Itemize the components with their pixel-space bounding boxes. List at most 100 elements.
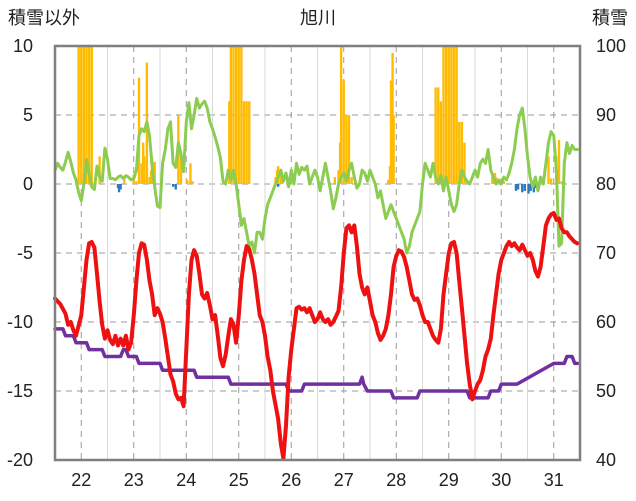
precipitation-bar xyxy=(90,46,93,184)
precipitation-bar xyxy=(450,46,453,184)
sunshine-bar xyxy=(276,184,280,187)
precipitation-bar xyxy=(240,46,243,184)
precipitation-bar xyxy=(140,163,143,184)
precipitation-bar xyxy=(557,139,561,184)
precipitation-bar xyxy=(502,181,506,184)
precipitation-bar xyxy=(137,77,141,184)
precipitation-bar xyxy=(135,181,138,184)
right-tick-label: 50 xyxy=(596,381,616,401)
precipitation-bar xyxy=(85,46,88,184)
x-tick-label: 30 xyxy=(491,470,511,490)
sunshine-bar xyxy=(532,184,535,193)
left-tick-label: -10 xyxy=(7,312,33,332)
snow_depth-line xyxy=(53,327,580,400)
precipitation-bar xyxy=(455,46,458,184)
precipitation-bar xyxy=(444,46,448,184)
precipitation-bar xyxy=(191,181,194,184)
precipitation-bar xyxy=(434,87,437,184)
sunshine-bar xyxy=(529,184,532,191)
sunshine-bar xyxy=(523,184,527,191)
precipitation-bar xyxy=(389,80,393,184)
left-tick-label: -5 xyxy=(17,243,33,263)
precipitation-bar xyxy=(77,46,80,184)
line-layer xyxy=(53,96,580,461)
sunshine-bar xyxy=(516,184,520,190)
left-tick-label: 10 xyxy=(13,36,33,56)
wind-line xyxy=(53,96,579,255)
precipitation-bar xyxy=(337,170,340,184)
precipitation-bar xyxy=(549,178,553,184)
temperature-line xyxy=(53,211,580,461)
x-tick-label: 27 xyxy=(334,470,354,490)
x-tick-label: 31 xyxy=(544,470,564,490)
right-tick-label: 60 xyxy=(596,312,616,332)
right-tick-label: 70 xyxy=(596,243,616,263)
plot-frame xyxy=(53,44,582,462)
precipitation-bar xyxy=(492,179,495,184)
right-tick-label: 90 xyxy=(596,105,616,125)
left-axis-label: 積雪以外 xyxy=(8,8,80,29)
x-tick-label: 22 xyxy=(71,470,91,490)
precipitation-bar xyxy=(342,80,345,184)
precipitation-bar xyxy=(350,177,353,184)
precipitation-bar xyxy=(143,156,146,184)
precipitation-bar xyxy=(229,46,233,184)
precipitation-bar xyxy=(148,177,151,184)
precipitation-bar xyxy=(153,161,156,184)
x-tick-label: 24 xyxy=(176,470,196,490)
x-tick-label: 26 xyxy=(281,470,301,490)
precipitation-bar xyxy=(279,170,282,184)
precipitation-bar xyxy=(345,115,348,184)
precipitation-bar xyxy=(547,156,550,184)
precipitation-bar xyxy=(339,46,343,184)
right-tick-label: 40 xyxy=(596,450,616,470)
precipitation-bar xyxy=(82,46,86,184)
precipitation-bar xyxy=(460,121,464,184)
chart-title: 旭川 xyxy=(300,8,336,29)
precipitation-bar xyxy=(98,156,101,184)
precipitation-bar xyxy=(179,153,183,184)
precipitation-bar xyxy=(560,181,563,184)
precipitation-bar xyxy=(242,101,246,184)
precipitation-bar xyxy=(392,115,395,184)
sunshine-bar xyxy=(514,184,518,191)
precipitation-bar xyxy=(347,115,351,184)
left-tick-label: -15 xyxy=(7,381,33,401)
precipitation-bar xyxy=(458,121,461,184)
precipitation-bar xyxy=(387,179,390,184)
precipitation-bar xyxy=(237,46,240,184)
right-tick-label: 80 xyxy=(596,174,616,194)
precipitation-bar xyxy=(437,87,440,184)
precipitation-bar xyxy=(463,142,466,184)
x-tick-label: 29 xyxy=(439,470,459,490)
precipitation-bar xyxy=(447,46,450,184)
sunshine-bar xyxy=(117,184,121,193)
precipitation-bar xyxy=(442,46,445,184)
precipitation-bar xyxy=(439,101,443,184)
right-tick-label: 100 xyxy=(596,36,626,56)
x-tick-label: 28 xyxy=(386,470,406,490)
x-tick-label: 25 xyxy=(229,470,249,490)
precipitation-bar xyxy=(333,177,337,184)
precipitation-bar xyxy=(228,101,231,184)
right-axis-label: 積雪 xyxy=(592,8,628,29)
precipitation-bar xyxy=(245,101,248,184)
precipitation-bar xyxy=(232,46,235,184)
sunshine-bar xyxy=(527,184,530,194)
x-tick-label: 23 xyxy=(124,470,144,490)
precipitation-bar xyxy=(186,179,189,184)
precipitation-bar xyxy=(452,46,456,184)
left-tick-label: 0 xyxy=(23,174,33,194)
precipitation-bar xyxy=(80,46,83,184)
sunshine-bar xyxy=(119,184,122,190)
precipitation-bar xyxy=(123,177,126,184)
sunshine-bar xyxy=(521,184,524,193)
precipitation-bar xyxy=(234,46,238,184)
sunshine-bar xyxy=(171,184,175,187)
left-tick-label: -20 xyxy=(7,450,33,470)
left-tick-label: 5 xyxy=(23,105,33,125)
precipitation-bar xyxy=(189,163,192,184)
precipitation-bar xyxy=(87,46,91,184)
